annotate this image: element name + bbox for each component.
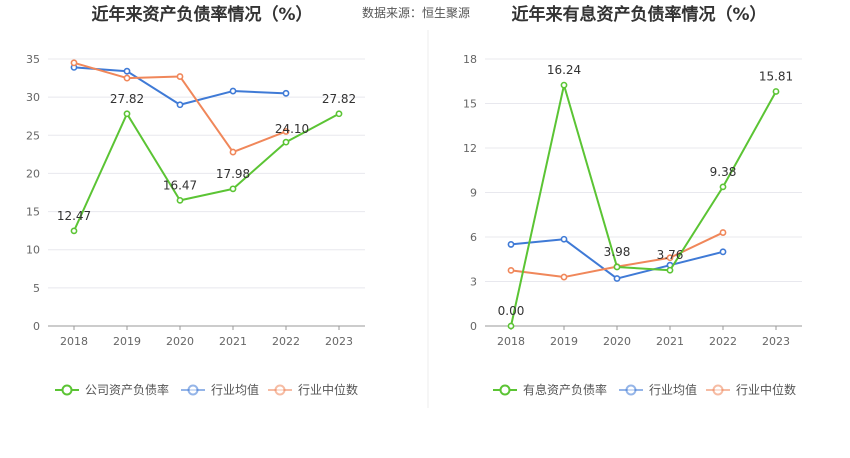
- legend-item-label[interactable]: 行业均值: [649, 382, 697, 397]
- data-point[interactable]: [229, 185, 237, 193]
- y-tick-label: 12: [463, 142, 477, 155]
- legend-item-label[interactable]: 行业中位数: [298, 382, 358, 397]
- legend-swatch-marker: [625, 384, 637, 396]
- legend-item-label[interactable]: 有息资产负债率: [523, 382, 607, 397]
- data-point[interactable]: [282, 138, 290, 146]
- legend-swatch-marker: [712, 384, 724, 396]
- data-point[interactable]: [719, 183, 727, 191]
- data-point[interactable]: [335, 110, 343, 118]
- data-label: 15.81: [759, 69, 793, 83]
- chart-debt-ratio: 近年来资产负债率情况（%） 0 5 10 15 20 25 30 35 2018 2019 2020 2…: [26, 4, 365, 397]
- data-point[interactable]: [123, 67, 131, 75]
- chart-title: 近年来资产负债率情况（%）: [91, 4, 312, 25]
- y-tick-label: 6: [470, 231, 477, 244]
- y-tick-label: 9: [470, 187, 477, 200]
- y-tick-label: 10: [26, 244, 40, 257]
- data-point[interactable]: [123, 74, 131, 82]
- x-tick-label: 2018: [497, 335, 525, 348]
- data-point[interactable]: [282, 89, 290, 97]
- y-tick-label: 15: [463, 98, 477, 111]
- y-tick-label: 30: [26, 91, 40, 104]
- x-tick-label: 2021: [219, 335, 247, 348]
- data-point[interactable]: [507, 322, 515, 330]
- data-point[interactable]: [282, 128, 290, 135]
- y-tick-label: 20: [26, 167, 40, 180]
- legend-item-label[interactable]: 行业中位数: [736, 382, 796, 397]
- legend-item-label[interactable]: 行业均值: [211, 382, 259, 397]
- x-tick-label: 2020: [603, 335, 631, 348]
- legend-item-label[interactable]: 公司资产负债率: [85, 382, 169, 397]
- data-label: 16.24: [547, 63, 581, 77]
- legend-swatch-marker: [274, 384, 286, 396]
- x-tick-label: 2022: [272, 335, 300, 348]
- data-point[interactable]: [229, 148, 237, 156]
- x-tick-label: 2018: [60, 335, 88, 348]
- data-point[interactable]: [70, 227, 78, 235]
- data-point[interactable]: [560, 81, 568, 89]
- data-point[interactable]: [507, 241, 515, 248]
- x-tick-label: 2023: [762, 335, 790, 348]
- x-tick-label: 2019: [113, 335, 141, 348]
- data-label: 16.47: [163, 178, 197, 192]
- x-tick-label: 2021: [656, 335, 684, 348]
- data-point[interactable]: [666, 254, 674, 262]
- legend-swatch-marker: [61, 384, 73, 396]
- data-point[interactable]: [613, 275, 621, 282]
- legend-swatch-marker: [499, 384, 511, 396]
- data-label: 27.82: [110, 92, 144, 106]
- data-label: 3.76: [657, 248, 684, 262]
- data-point[interactable]: [176, 73, 184, 80]
- y-tick-label: 15: [26, 206, 40, 219]
- x-tick-label: 2020: [166, 335, 194, 348]
- y-tick-label: 3: [470, 276, 477, 289]
- data-point[interactable]: [560, 273, 568, 281]
- chart-interest-debt-ratio: 近年来有息资产负债率情况（%） 0 3 6 9 12 15 18 2018 2019 2020 202…: [463, 4, 802, 397]
- data-label: 27.82: [322, 92, 356, 106]
- data-label: 12.47: [57, 209, 91, 223]
- data-point[interactable]: [176, 196, 184, 204]
- data-label: 24.10: [275, 122, 309, 136]
- y-tick-label: 18: [463, 53, 477, 66]
- data-label: 3.98: [604, 245, 631, 259]
- data-point[interactable]: [666, 266, 674, 274]
- y-tick-label: 5: [33, 282, 40, 295]
- data-point[interactable]: [123, 110, 131, 118]
- x-tick-label: 2019: [550, 335, 578, 348]
- series-line-primary: [510, 84, 777, 327]
- data-label: 17.98: [216, 167, 250, 181]
- x-tick-label: 2022: [709, 335, 737, 348]
- y-tick-label: 0: [470, 320, 477, 333]
- data-point[interactable]: [229, 87, 237, 95]
- y-tick-label: 0: [33, 320, 40, 333]
- y-tick-label: 35: [26, 53, 40, 66]
- data-label: 9.38: [710, 165, 737, 179]
- x-tick-label: 2023: [325, 335, 353, 348]
- data-label: 0.00: [498, 304, 525, 318]
- y-tick-label: 25: [26, 129, 40, 142]
- legend-swatch-marker: [187, 384, 199, 396]
- data-point[interactable]: [719, 248, 727, 256]
- data-point[interactable]: [176, 101, 184, 109]
- data-source-note: 数据来源：恒生聚源: [362, 5, 470, 20]
- data-point[interactable]: [560, 235, 568, 243]
- chart-title: 近年来有息资产负债率情况（%）: [511, 4, 766, 25]
- series-line-primary: [73, 112, 340, 232]
- data-point[interactable]: [719, 229, 727, 236]
- data-point[interactable]: [772, 88, 780, 95]
- data-point[interactable]: [613, 263, 621, 271]
- data-point[interactable]: [70, 59, 78, 67]
- data-point[interactable]: [507, 266, 515, 274]
